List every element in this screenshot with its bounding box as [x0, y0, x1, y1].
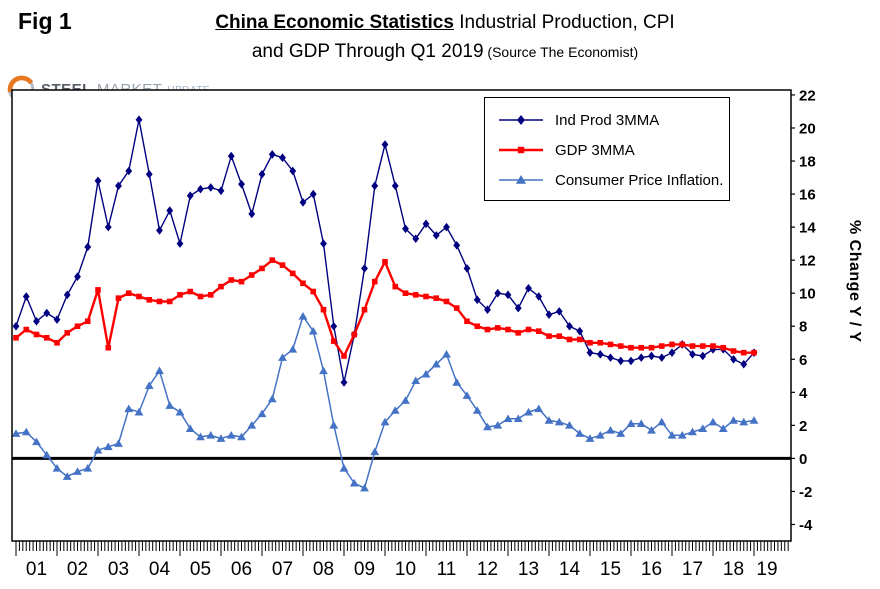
x-tick-label: 06 — [231, 559, 252, 580]
x-axis-ticks — [15, 541, 789, 556]
y-tick-label: 0 — [799, 451, 807, 468]
gdp-key-icon — [499, 146, 543, 154]
y-tick-label: 10 — [799, 286, 816, 303]
y-axis-labels: -4 -2 0 2 4 6 8 10 12 14 16 18 20 22 — [791, 87, 816, 534]
legend-label-gdp: GDP 3MMA — [555, 141, 635, 159]
x-axis-labels: 01 02 03 04 05 06 07 08 09 10 11 12 13 14 15 16 17 18 19 — [26, 559, 778, 580]
x-tick-label: 14 — [559, 559, 581, 580]
title-source: (Source The Economist) — [483, 43, 639, 60]
y-axis-title: % Change Y / Y — [846, 220, 863, 343]
legend-item-gdp: GDP 3MMA — [497, 135, 729, 165]
legend-label-cpi: Consumer Price Inflation. — [555, 171, 724, 189]
figure-label: Fig 1 — [18, 8, 72, 34]
y-tick-label: 22 — [799, 87, 816, 104]
ind-prod-key-icon — [499, 115, 543, 125]
y-tick-label: 16 — [799, 187, 816, 204]
x-tick-label: 19 — [756, 559, 777, 580]
y-tick-label: 8 — [799, 319, 807, 336]
legend-label-ind-prod: Ind Prod 3MMA — [555, 111, 660, 129]
title-period: and GDP Through Q1 2019 — [251, 40, 484, 62]
x-tick-label: 01 — [26, 559, 47, 580]
title-main: China Economic Statistics — [215, 12, 454, 33]
cpi-key-icon — [499, 175, 543, 184]
x-tick-label: 16 — [641, 559, 662, 580]
x-tick-label: 09 — [354, 559, 375, 580]
x-tick-label: 13 — [518, 559, 539, 580]
x-tick-label: 17 — [682, 559, 703, 580]
title-line1: China Economic Statistics Industrial Pro… — [160, 9, 730, 38]
legend-item-cpi: Consumer Price Inflation. — [497, 165, 729, 195]
x-tick-label: 05 — [190, 559, 211, 580]
plot-border — [11, 89, 792, 542]
y-tick-label: 12 — [799, 253, 816, 270]
title-line2: and GDP Through Q1 2019 (Source The Econ… — [160, 38, 730, 67]
series-consumer-price-inflation — [11, 312, 759, 492]
x-tick-label: 04 — [149, 559, 171, 580]
x-tick-label: 11 — [437, 559, 457, 580]
x-tick-label: 08 — [313, 559, 334, 580]
x-tick-label: 07 — [272, 559, 293, 580]
y-tick-label: 2 — [799, 418, 807, 435]
title-subtitle: Industrial Production, CPI — [453, 12, 675, 33]
x-tick-label: 03 — [108, 559, 129, 580]
y-tick-label: -4 — [799, 517, 813, 534]
y-tick-label: 6 — [799, 352, 807, 369]
legend-item-ind-prod: Ind Prod 3MMA — [497, 105, 729, 135]
x-tick-label: 10 — [395, 559, 416, 580]
y-tick-label: 20 — [799, 120, 816, 137]
series-gdp-3mma — [13, 257, 757, 359]
legend: Ind Prod 3MMA GDP 3MMA Consumer Price In… — [484, 97, 730, 201]
y-tick-label: 14 — [799, 220, 816, 237]
x-tick-label: 02 — [67, 559, 88, 580]
x-tick-label: 18 — [723, 559, 744, 580]
y-tick-label: 4 — [799, 385, 808, 402]
y-tick-label: 18 — [799, 154, 816, 171]
y-tick-label: -2 — [799, 484, 812, 501]
chart-title: China Economic Statistics Industrial Pro… — [160, 9, 730, 66]
x-tick-label: 12 — [477, 559, 498, 580]
x-tick-label: 15 — [600, 559, 621, 580]
